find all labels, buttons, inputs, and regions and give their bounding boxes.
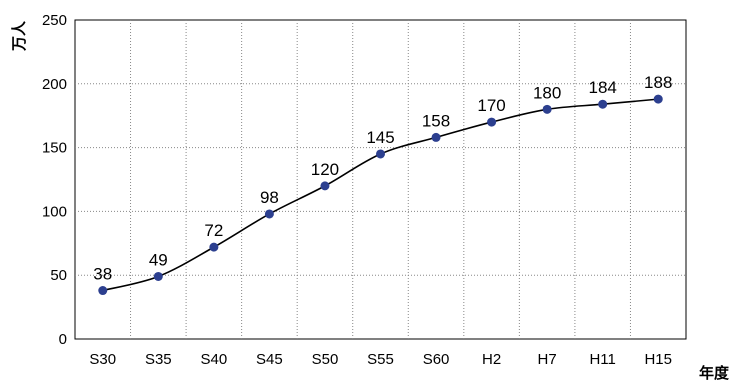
plot-area	[74, 19, 687, 340]
data-point	[98, 286, 108, 296]
x-tick-labels: S30 S35 S40 S45 S50 S55 S60 H2 H7 H11 H15	[89, 351, 672, 368]
data-label: 98	[260, 188, 279, 207]
y-tick-label: 250	[42, 12, 67, 29]
gridlines	[75, 20, 686, 339]
x-tick-label: S60	[423, 351, 450, 368]
data-label: 120	[311, 160, 339, 179]
data-points	[98, 94, 663, 296]
x-tick-label: S35	[145, 351, 172, 368]
data-label: 188	[644, 73, 672, 92]
x-tick-label: S50	[312, 351, 339, 368]
y-tick-label: 50	[50, 267, 67, 284]
data-label: 72	[204, 221, 223, 240]
data-point	[264, 209, 274, 219]
x-tick-label: H15	[644, 351, 672, 368]
y-axis-unit: 万人	[11, 20, 28, 52]
x-tick-label: H2	[482, 351, 501, 368]
data-point	[209, 242, 219, 252]
data-label: 49	[149, 250, 168, 269]
data-point	[376, 149, 385, 159]
data-point	[153, 271, 163, 281]
x-tick-label: H7	[538, 351, 557, 368]
data-label: 145	[366, 128, 394, 147]
data-point	[653, 94, 663, 104]
y-tick-labels: 0 50 100 150 200 250	[42, 12, 67, 348]
x-tick-label: S40	[201, 351, 228, 368]
y-tick-label: 200	[42, 76, 67, 93]
x-axis-unit: 年度	[699, 364, 730, 382]
x-tick-label: S55	[367, 351, 394, 368]
data-labels: 38 49 72 98 120 145 158 170 180 184 188	[93, 73, 672, 283]
y-tick-label: 100	[42, 203, 67, 220]
y-tick-label: 150	[42, 140, 67, 157]
data-label: 180	[533, 83, 561, 102]
data-point	[598, 99, 608, 109]
data-label: 184	[588, 78, 616, 97]
x-tick-label: S45	[256, 351, 283, 368]
data-label: 170	[477, 96, 505, 115]
data-point	[542, 104, 552, 114]
data-point	[431, 132, 441, 142]
y-tick-label: 0	[59, 331, 67, 348]
x-tick-label: H11	[589, 351, 615, 368]
data-label: 158	[422, 111, 450, 130]
data-label: 38	[93, 265, 112, 284]
data-point	[487, 117, 497, 127]
x-tick-label: S30	[89, 351, 116, 368]
data-point	[320, 181, 330, 191]
